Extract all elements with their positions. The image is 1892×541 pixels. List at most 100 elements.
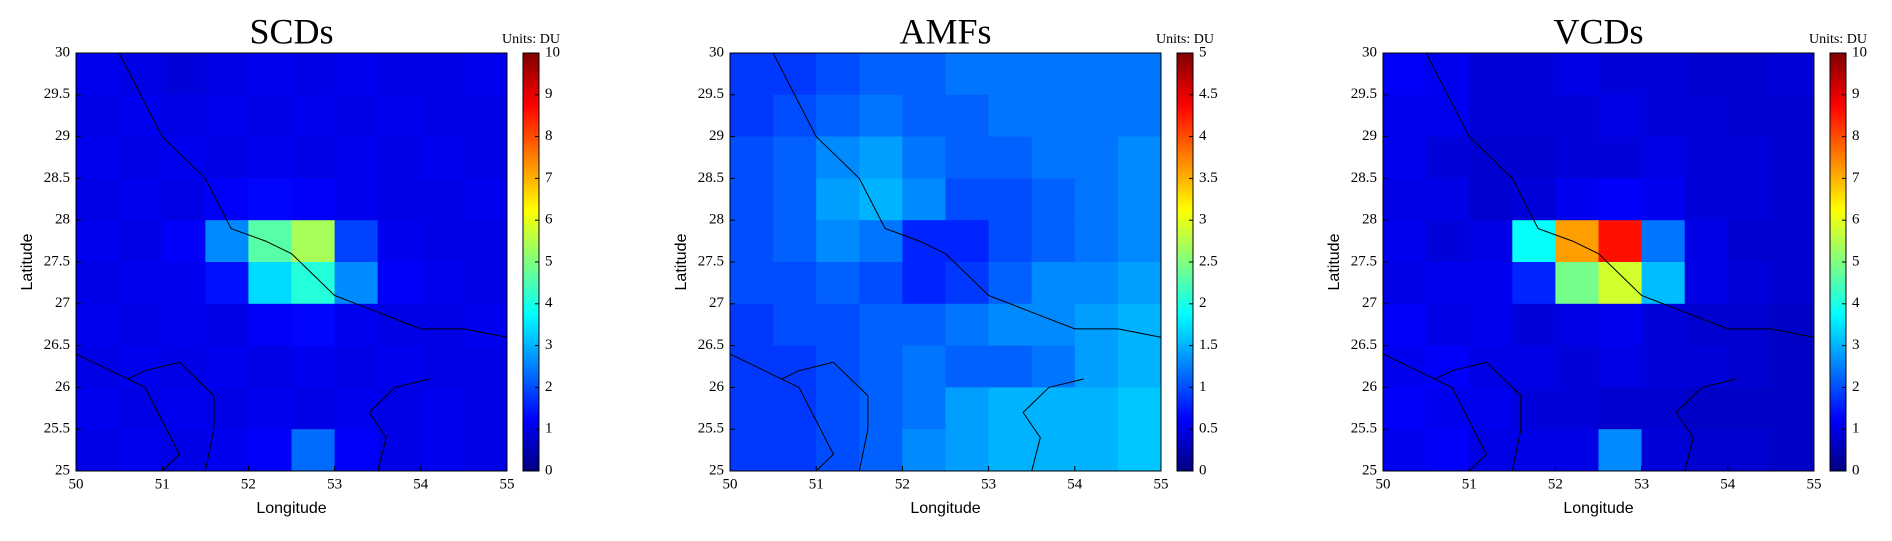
heatmap-cell: [377, 53, 422, 96]
heatmap-cell: [730, 94, 774, 138]
heatmap-cell: [730, 345, 774, 388]
heatmap-cell: [730, 220, 774, 263]
heatmap-cell: [1117, 262, 1162, 305]
colorbar-tick-label: 5: [545, 253, 553, 269]
heatmap-cell: [248, 387, 292, 430]
panel: 50 51 52 53 54 552525.52626.52727.52828.52929…: [19, 11, 560, 517]
heatmap-cell: [119, 220, 163, 263]
heatmap-cell: [1641, 262, 1686, 305]
y-tick-label: 28: [1362, 212, 1377, 228]
x-tick-label: 53: [981, 476, 996, 492]
colorbar-tick-label: 4: [1199, 128, 1207, 144]
heatmap-cell: [773, 94, 817, 138]
heatmap-cell: [1727, 136, 1772, 179]
heatmap-cell: [1555, 94, 1599, 138]
y-tick-label: 26: [1362, 379, 1378, 395]
heatmap-cell: [902, 136, 946, 179]
heatmap-cell: [1469, 387, 1513, 430]
heatmap-cell: [377, 429, 422, 472]
colorbar-tick-label: 8: [1852, 128, 1860, 144]
colorbar-tick-label: 3.5: [1199, 170, 1218, 186]
heatmap-cell: [463, 220, 508, 263]
heatmap-cell: [291, 262, 336, 305]
x-tick-label: 55: [500, 476, 515, 492]
x-tick-label: 51: [1462, 476, 1477, 492]
heatmap-cell: [1770, 53, 1815, 96]
heatmap-cell: [76, 303, 120, 347]
heatmap-cell: [1426, 429, 1470, 472]
heatmap-cell: [119, 94, 163, 138]
colorbar-tick-label: 1: [545, 421, 553, 437]
heatmap-cell: [945, 387, 990, 430]
heatmap-cell: [1469, 94, 1513, 138]
y-tick-label: 27: [1362, 295, 1378, 311]
heatmap-cell: [1770, 178, 1815, 221]
x-tick-label: 54: [1067, 476, 1083, 492]
heatmap-cell: [205, 345, 249, 388]
colorbar-tick-label: 6: [1852, 212, 1860, 228]
heatmap-cell: [291, 220, 336, 263]
heatmap-cell: [1555, 303, 1599, 347]
colorbar-tick-label: 7: [1852, 170, 1860, 186]
heatmap-cell: [76, 178, 120, 221]
heatmap-cell: [334, 94, 379, 138]
heatmap-cell: [1031, 220, 1076, 263]
heatmap-cell: [773, 53, 817, 96]
x-tick-label: 52: [241, 476, 256, 492]
heatmap-cell: [1426, 136, 1470, 179]
heatmap-cell: [463, 345, 508, 388]
heatmap-cell: [988, 94, 1033, 138]
heatmap-cell: [773, 345, 817, 388]
y-tick-label: 27.5: [698, 253, 724, 269]
heatmap-cell: [945, 53, 990, 96]
heatmap-cell: [1770, 345, 1815, 388]
heatmap-cell: [1426, 220, 1470, 263]
colorbar-tick-label: 3: [545, 337, 553, 353]
heatmap-cell: [205, 262, 249, 305]
colorbar-tick-label: 3: [1199, 212, 1207, 228]
heatmap-cell: [291, 53, 336, 96]
y-tick-label: 25.5: [698, 421, 724, 437]
heatmap-cell: [816, 178, 860, 221]
heatmap-cell: [248, 345, 292, 388]
heatmap-cell: [1031, 262, 1076, 305]
heatmap-cell: [1641, 303, 1686, 347]
y-tick-label: 30: [709, 44, 724, 60]
heatmap-cell: [334, 220, 379, 263]
heatmap-cell: [377, 345, 422, 388]
heatmap-cell: [119, 303, 163, 347]
y-tick-label: 30: [55, 44, 70, 60]
heatmap-cell: [1598, 53, 1643, 96]
heatmap-cell: [1684, 94, 1729, 138]
heatmap-cell: [76, 136, 120, 179]
heatmap-cell: [1684, 345, 1729, 388]
heatmap-cell: [902, 53, 946, 96]
heatmap-cell: [1512, 53, 1556, 96]
colorbar-tick-label: 6: [545, 212, 553, 228]
x-axis-label: Longitude: [1563, 500, 1633, 517]
heatmap-cell: [420, 387, 465, 430]
heatmap-cell: [1117, 303, 1162, 347]
heatmap-cell: [1512, 345, 1556, 388]
heatmap-cell: [463, 429, 508, 472]
y-tick-label: 27.5: [44, 253, 70, 269]
x-tick-label: 51: [809, 476, 824, 492]
y-tick-label: 26.5: [1351, 337, 1377, 353]
x-tick-label: 50: [723, 476, 738, 492]
colorbar-tick-label: 5: [1199, 44, 1207, 60]
colorbar-tick-label: 9: [1852, 86, 1860, 102]
heatmap-cell: [945, 94, 990, 138]
heatmap-cell: [1117, 178, 1162, 221]
heatmap-cell: [859, 136, 903, 179]
heatmap-cell: [463, 387, 508, 430]
y-tick-label: 27.5: [1351, 253, 1377, 269]
heatmap-cell: [1469, 262, 1513, 305]
heatmap-cell: [76, 345, 120, 388]
heatmap-cell: [162, 178, 206, 221]
heatmap-cell: [730, 178, 774, 221]
colorbar-tick-label: 10: [545, 44, 560, 60]
heatmap-cell: [1727, 387, 1772, 430]
heatmap-cell: [1555, 53, 1599, 96]
heatmap-cell: [730, 429, 774, 472]
y-tick-label: 27: [709, 295, 725, 311]
